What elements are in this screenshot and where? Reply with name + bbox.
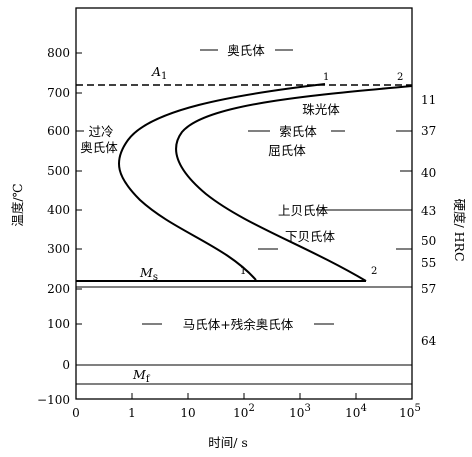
- y-left-ticks: [76, 52, 82, 366]
- hardness-label: 37: [421, 124, 436, 138]
- martensite-label: 马氏体+残余奥氏体: [183, 317, 294, 332]
- plot-frame: [75, 7, 413, 400]
- y-tick-label: 0: [62, 358, 70, 372]
- troostite-label: 屈氏体: [268, 143, 306, 158]
- x-tick-label: 105: [399, 403, 421, 420]
- x-tick-label: 103: [289, 403, 311, 420]
- x-tick-label: 1: [128, 406, 136, 420]
- x-tick-label: 104: [345, 403, 367, 420]
- ms-label: Ms: [139, 265, 158, 283]
- y-tick-label: 500: [47, 164, 70, 178]
- sorbite-label: 索氏体: [279, 124, 317, 139]
- hardness-label: 50: [421, 234, 436, 248]
- y-right-tick-labels: 11 37 40 43 50 55 57 64: [421, 93, 437, 348]
- transformation-finish-curve: [175, 85, 413, 282]
- lower-bainite-label: 下贝氏体: [285, 229, 336, 244]
- x-tick-label: 0: [72, 406, 80, 420]
- y-axis-left-title: 温度/℃: [10, 183, 25, 226]
- x-tick-label: 10: [180, 406, 195, 420]
- y-tick-label: 800: [47, 46, 70, 60]
- x-ticks: [131, 393, 357, 399]
- hardness-label: 57: [421, 282, 436, 296]
- x-tick-label: 102: [233, 403, 255, 420]
- hardness-label: 43: [421, 204, 436, 218]
- y-right-ticks: [316, 130, 412, 250]
- y-left-tick-labels: 800 700 600 500 400 300 200 100 0 −100: [37, 46, 70, 407]
- hardness-label: 55: [421, 256, 436, 270]
- y-tick-label: 200: [47, 282, 70, 296]
- pearlite-label: 珠光体: [302, 102, 340, 117]
- y-axis-right-title: 硬度/ HRC: [452, 198, 467, 261]
- undercooled-austenite-label-1: 过冷: [88, 124, 113, 139]
- y-tick-label: 100: [47, 317, 70, 331]
- y-tick-label: 600: [47, 124, 70, 138]
- hardness-label: 40: [421, 166, 436, 180]
- curve-label-start-bottom: 1: [240, 266, 246, 277]
- mf-label: Mf: [132, 367, 151, 385]
- transformation-start-curve: [118, 83, 326, 281]
- undercooled-austenite-label-2: 奥氏体: [80, 140, 118, 155]
- curve-label-finish-bottom: 2: [371, 266, 377, 277]
- hardness-label: 64: [421, 334, 437, 348]
- curve-label-start-top: 1: [323, 72, 329, 83]
- y-tick-label: 700: [47, 86, 70, 100]
- y-tick-label: 400: [47, 203, 70, 217]
- hardness-label: 11: [421, 93, 436, 107]
- y-tick-label: 300: [47, 242, 70, 256]
- x-axis-title: 时间/ s: [208, 435, 248, 450]
- austenite-label: 奥氏体: [227, 43, 265, 58]
- x-tick-labels: 0 1 10 102 103 104 105: [72, 403, 421, 420]
- y-tick-label: −100: [37, 393, 70, 407]
- curve-label-finish-top: 2: [397, 72, 403, 83]
- a1-label: A1: [151, 64, 167, 82]
- upper-bainite-label: 上贝氏体: [278, 203, 329, 218]
